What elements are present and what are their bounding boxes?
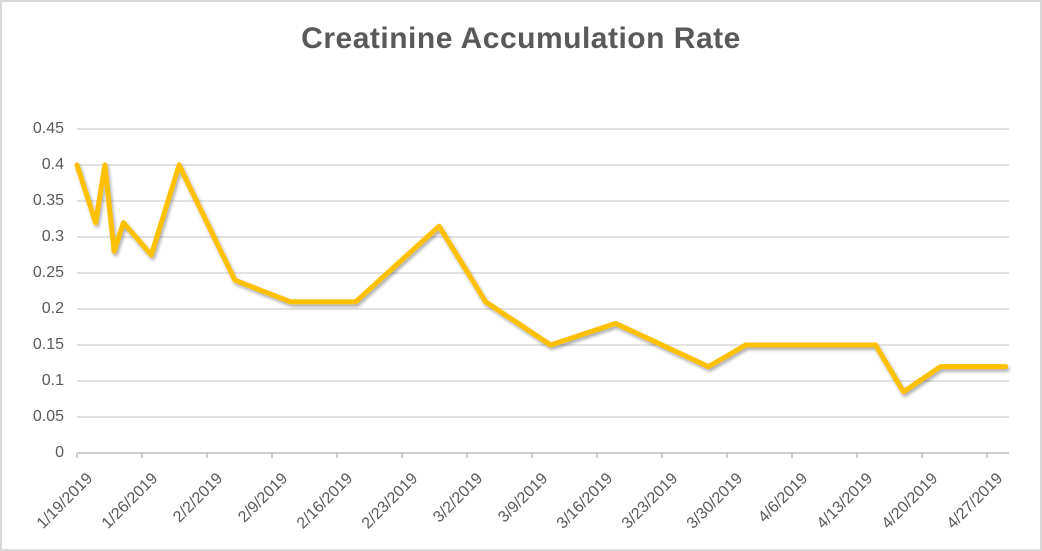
y-axis-tick-label: 0.35 bbox=[32, 192, 64, 209]
x-axis-tick-label: 4/20/2019 bbox=[878, 470, 942, 533]
x-axis-tick-label: 4/27/2019 bbox=[943, 470, 1007, 533]
chart-title: Creatinine Accumulation Rate bbox=[301, 22, 741, 55]
y-axis-tick-label: 0.3 bbox=[41, 228, 64, 245]
x-axis-tick-label: 4/6/2019 bbox=[754, 470, 812, 527]
plot-area bbox=[74, 128, 1009, 458]
x-axis-tick-label: 3/2/2019 bbox=[429, 470, 487, 527]
x-axis-tick-label: 3/23/2019 bbox=[618, 470, 682, 533]
x-axis-tick-label: 2/23/2019 bbox=[358, 470, 422, 533]
x-axis-tick-label: 1/19/2019 bbox=[33, 470, 97, 533]
y-axis-tick-label: 0.4 bbox=[41, 156, 64, 173]
creatinine-line-series bbox=[74, 162, 1009, 395]
x-axis-tick-label: 3/16/2019 bbox=[553, 470, 617, 533]
x-axis-tick-label: 2/16/2019 bbox=[293, 470, 357, 533]
y-axis-tick-label: 0 bbox=[55, 444, 64, 461]
y-axis-tick-label: 0.25 bbox=[32, 264, 64, 281]
y-axis-tick-label: 0.05 bbox=[32, 408, 64, 425]
line-series-group bbox=[74, 162, 1009, 395]
y-axis-tick-label: 0.2 bbox=[41, 300, 64, 317]
gridlines bbox=[77, 128, 1009, 418]
x-axis-tick-label: 3/30/2019 bbox=[683, 470, 747, 533]
x-axis-line bbox=[76, 452, 1009, 458]
y-axis-tick-label: 0.1 bbox=[41, 372, 64, 389]
x-axis-tick-label: 1/26/2019 bbox=[98, 470, 162, 533]
y-axis-tick-label: 0.15 bbox=[32, 336, 64, 353]
x-axis-tick-label: 4/13/2019 bbox=[813, 470, 877, 533]
x-axis-tick-label: 2/9/2019 bbox=[234, 470, 292, 527]
x-axis-tick-label: 2/2/2019 bbox=[169, 470, 227, 527]
x-axis-tick-label: 3/9/2019 bbox=[494, 470, 552, 527]
y-axis-tick-label: 0.45 bbox=[32, 120, 64, 137]
